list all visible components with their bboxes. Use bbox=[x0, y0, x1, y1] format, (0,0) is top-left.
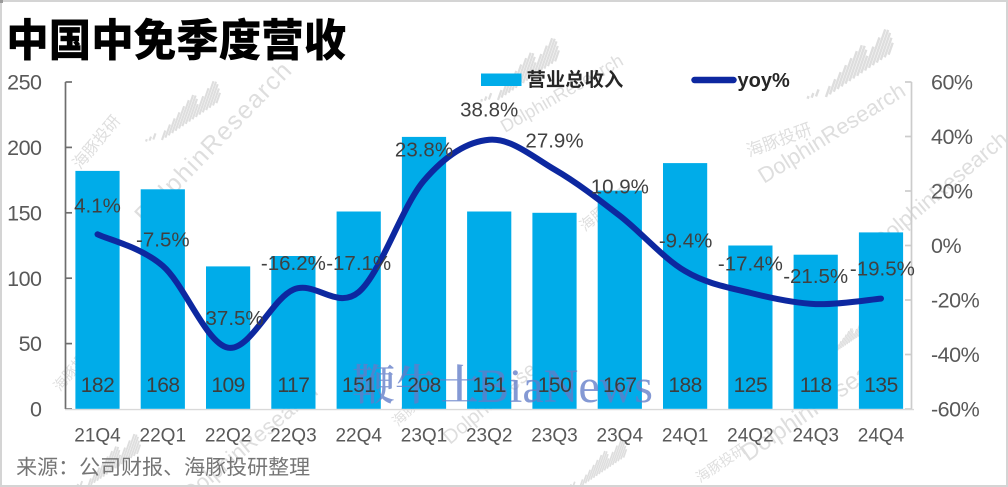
svg-text:BiaNews: BiaNews bbox=[477, 360, 653, 413]
svg-text:22Q4: 22Q4 bbox=[335, 425, 382, 446]
svg-text:-60%: -60% bbox=[931, 398, 980, 422]
svg-text:22Q3: 22Q3 bbox=[270, 425, 316, 446]
svg-text:135: 135 bbox=[864, 374, 898, 397]
svg-text:100: 100 bbox=[7, 267, 42, 291]
svg-text:-7.5%: -7.5% bbox=[136, 229, 190, 252]
svg-text:-21.5%: -21.5% bbox=[783, 265, 848, 288]
svg-text:167: 167 bbox=[603, 374, 637, 397]
svg-text:182: 182 bbox=[81, 374, 115, 397]
svg-text:150: 150 bbox=[7, 201, 42, 225]
svg-text:-17.4%: -17.4% bbox=[718, 252, 783, 275]
svg-text:117: 117 bbox=[277, 374, 309, 397]
svg-text:37.5%: 37.5% bbox=[206, 307, 264, 330]
svg-text:50: 50 bbox=[19, 332, 42, 356]
svg-text:-20%: -20% bbox=[931, 289, 980, 313]
svg-text:125: 125 bbox=[734, 374, 768, 397]
svg-text:200: 200 bbox=[7, 136, 42, 160]
svg-text:23Q2: 23Q2 bbox=[466, 425, 512, 446]
svg-text:-40%: -40% bbox=[931, 343, 980, 367]
svg-text:109: 109 bbox=[211, 374, 245, 397]
svg-text:23Q4: 23Q4 bbox=[597, 425, 644, 446]
svg-text:250: 250 bbox=[7, 71, 42, 95]
svg-text:40%: 40% bbox=[931, 125, 973, 149]
svg-text:-17.1%: -17.1% bbox=[326, 252, 391, 275]
svg-text:0%: 0% bbox=[931, 234, 961, 258]
svg-text:24Q4: 24Q4 bbox=[858, 425, 905, 446]
svg-text:0: 0 bbox=[30, 398, 42, 422]
svg-text:10.9%: 10.9% bbox=[591, 176, 649, 199]
svg-text:yoy%: yoy% bbox=[738, 70, 790, 92]
svg-text:-16.2%: -16.2% bbox=[261, 252, 326, 275]
svg-text:22Q1: 22Q1 bbox=[140, 425, 186, 446]
svg-text:151: 151 bbox=[472, 374, 506, 397]
svg-text:23.8%: 23.8% bbox=[395, 139, 453, 162]
svg-text:23Q1: 23Q1 bbox=[401, 425, 447, 446]
svg-text:-9.4%: -9.4% bbox=[659, 230, 713, 253]
svg-text:27.9%: 27.9% bbox=[525, 130, 583, 153]
svg-text:24Q1: 24Q1 bbox=[662, 425, 708, 446]
svg-text:150: 150 bbox=[538, 374, 572, 397]
svg-text:168: 168 bbox=[146, 374, 180, 397]
svg-text:4.1%: 4.1% bbox=[74, 195, 121, 218]
svg-text:60%: 60% bbox=[931, 71, 973, 95]
svg-text:21Q4: 21Q4 bbox=[74, 425, 121, 446]
svg-text:24Q3: 24Q3 bbox=[792, 425, 838, 446]
svg-text:188: 188 bbox=[668, 374, 702, 397]
svg-text:38.8%: 38.8% bbox=[460, 99, 518, 122]
svg-text:23Q3: 23Q3 bbox=[531, 425, 577, 446]
svg-text:208: 208 bbox=[407, 374, 441, 397]
svg-text:-19.5%: -19.5% bbox=[850, 257, 915, 280]
svg-text:22Q2: 22Q2 bbox=[205, 425, 251, 446]
svg-text:24Q2: 24Q2 bbox=[727, 425, 773, 446]
svg-text:20%: 20% bbox=[931, 180, 973, 204]
svg-text:118: 118 bbox=[800, 374, 832, 397]
svg-text:151: 151 bbox=[342, 374, 376, 397]
